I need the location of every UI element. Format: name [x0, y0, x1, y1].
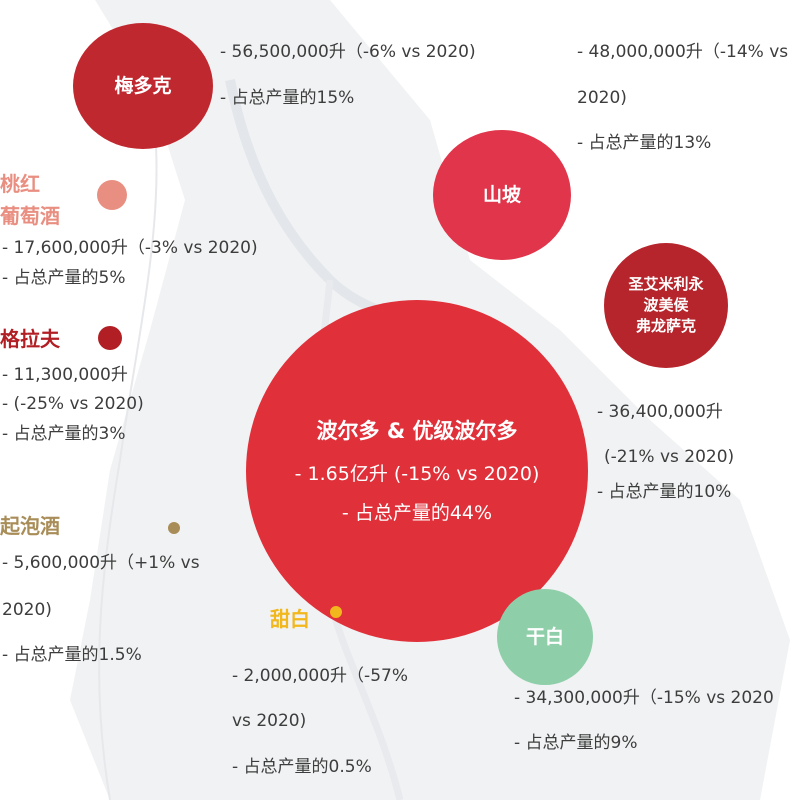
sweet-white-share: - 占总产量的0.5% [232, 757, 372, 777]
region-name-medoc: 梅多克 [114, 74, 172, 97]
region-name-sweet-white: 甜白 [270, 607, 310, 631]
bubble-medoc: 梅多克 [73, 23, 213, 149]
rose-volume: - 17,600,000升（-3% vs 2020) [2, 238, 258, 258]
region-name-libournais-line2: 波美侯 [643, 296, 689, 314]
libournais-change: (-21% vs 2020) [604, 447, 735, 467]
dot-sweet-white [330, 606, 342, 618]
region-name-bordeaux: 波尔多 & 优级波尔多 [316, 419, 518, 444]
dry-white-volume: - 34,300,000升（-15% vs 2020 [514, 688, 774, 708]
region-name-libournais-line3: 弗龙萨克 [635, 317, 696, 335]
region-name-dry-white: 干白 [525, 625, 564, 648]
region-name-cremant: 起泡酒 [0, 514, 60, 538]
dry-white-share: - 占总产量的9% [514, 733, 638, 753]
graves-change: - (-25% vs 2020) [2, 394, 144, 414]
dot-cremant [168, 522, 180, 534]
cotes-share: - 占总产量的13% [577, 133, 712, 153]
libournais-share: - 占总产量的10% [597, 482, 732, 502]
bubble-dry-white: 干白 [497, 589, 593, 685]
map-coastline [98, 89, 158, 800]
libournais-volume: - 36,400,000升 [597, 402, 723, 422]
rose-share: - 占总产量的5% [2, 268, 126, 288]
bubble-cotes: 山坡 [433, 130, 571, 260]
medoc-share: - 占总产量的15% [220, 88, 355, 108]
cremant-volume-line1: - 5,600,000升（+1% vs [2, 553, 200, 573]
graves-share: - 占总产量的3% [2, 424, 126, 444]
cremant-share: - 占总产量的1.5% [2, 645, 142, 665]
cremant-volume-line2: 2020) [2, 600, 52, 620]
bordeaux-volume: - 1.65亿升 (-15% vs 2020) [294, 462, 540, 485]
cotes-volume-line1: - 48,000,000升（-14% vs [577, 42, 789, 62]
region-name-cotes: 山坡 [482, 183, 521, 206]
medoc-volume: - 56,500,000升（-6% vs 2020) [220, 42, 476, 62]
region-name-rose-line2: 葡萄酒 [0, 204, 60, 228]
cotes-volume-line2: 2020) [577, 88, 627, 108]
region-name-graves: 格拉夫 [0, 327, 60, 351]
region-name-libournais-line1: 圣艾米利永 [628, 275, 704, 293]
graves-volume: - 11,300,000升 [2, 365, 128, 385]
sweet-white-volume-line2: vs 2020) [232, 711, 307, 731]
sweet-white-volume-line1: - 2,000,000升（-57% [232, 666, 408, 686]
region-name-rose-line1: 桃红 [0, 172, 40, 196]
bubble-libournais: 圣艾米利永 波美侯 弗龙萨克 [604, 243, 728, 368]
dot-graves [98, 326, 122, 350]
bubble-bordeaux: 波尔多 & 优级波尔多 - 1.65亿升 (-15% vs 2020) - 占总… [246, 300, 588, 642]
dot-rose [97, 180, 127, 210]
bordeaux-share: - 占总产量的44% [341, 501, 493, 524]
